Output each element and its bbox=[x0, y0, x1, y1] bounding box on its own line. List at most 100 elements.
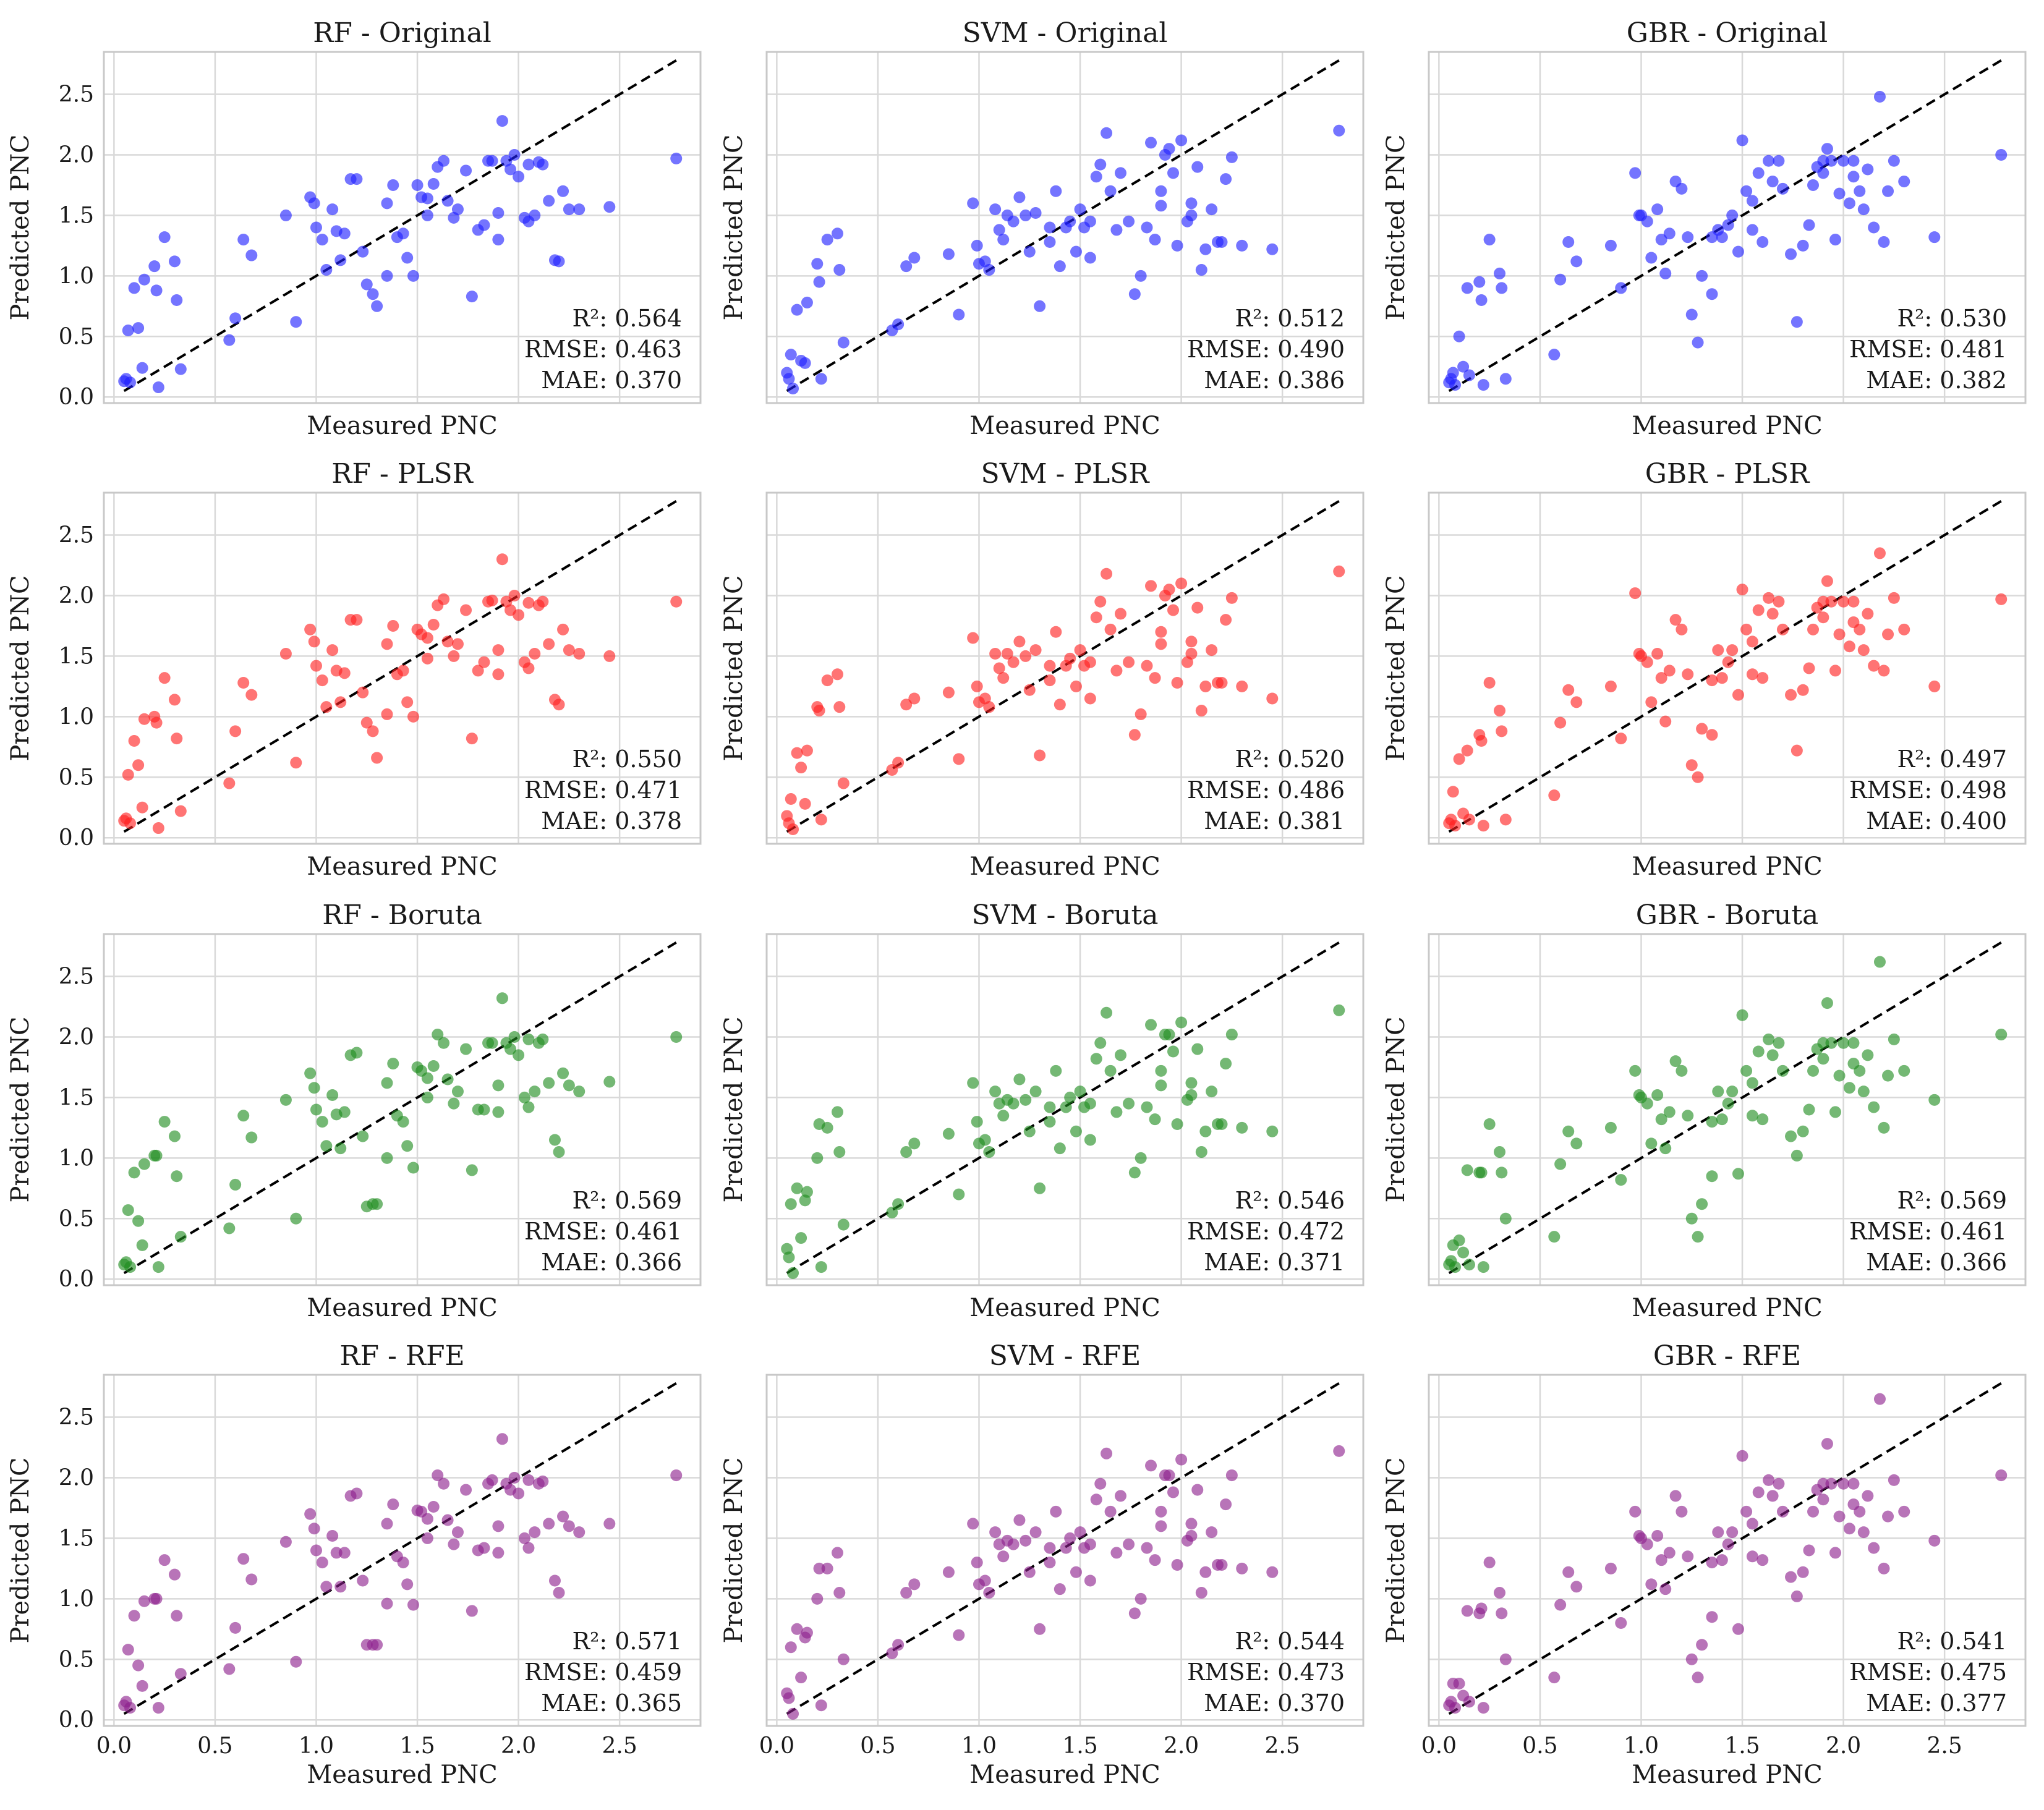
data-point bbox=[1898, 1064, 1910, 1077]
data-point bbox=[1716, 231, 1728, 244]
data-point bbox=[1001, 647, 1013, 660]
data-point bbox=[670, 152, 683, 164]
y-axis-label: Predicted PNC bbox=[6, 575, 35, 761]
data-point bbox=[124, 1702, 137, 1714]
data-point bbox=[478, 656, 490, 668]
data-point bbox=[1663, 227, 1676, 240]
data-point bbox=[1499, 1653, 1512, 1665]
data-point bbox=[1825, 1477, 1837, 1490]
metric-mae: MAE: 0.377 bbox=[1866, 1689, 2007, 1717]
data-point bbox=[1084, 656, 1096, 668]
data-point bbox=[1736, 134, 1748, 147]
data-point bbox=[138, 1158, 150, 1170]
data-point bbox=[1101, 567, 1113, 580]
data-point bbox=[432, 1029, 444, 1041]
data-point bbox=[548, 1574, 561, 1587]
data-point bbox=[1803, 662, 1815, 674]
data-point bbox=[1090, 171, 1102, 183]
data-point bbox=[460, 164, 472, 177]
plot-frame bbox=[103, 933, 702, 1286]
data-point bbox=[1060, 1101, 1072, 1113]
data-point bbox=[821, 1121, 833, 1134]
data-point bbox=[304, 1067, 317, 1079]
data-point bbox=[229, 725, 242, 737]
data-point bbox=[334, 254, 347, 266]
data-point bbox=[1548, 1672, 1561, 1684]
data-point bbox=[993, 224, 1005, 236]
data-point bbox=[1821, 1438, 1833, 1450]
data-point bbox=[351, 1047, 363, 1059]
data-point bbox=[1995, 1029, 2008, 1041]
data-point bbox=[1449, 1261, 1462, 1273]
data-point bbox=[168, 255, 181, 268]
data-point bbox=[492, 1547, 505, 1559]
data-point bbox=[1114, 1049, 1126, 1061]
data-point bbox=[1570, 1137, 1583, 1150]
data-point bbox=[1034, 1623, 1046, 1635]
data-point bbox=[1483, 234, 1496, 246]
data-point bbox=[997, 1110, 1010, 1122]
data-point bbox=[1044, 660, 1056, 672]
data-point bbox=[1757, 672, 1769, 684]
data-point bbox=[967, 197, 979, 210]
data-point bbox=[1873, 547, 1886, 559]
data-point bbox=[448, 650, 460, 662]
data-point bbox=[371, 300, 383, 312]
data-point bbox=[1663, 665, 1676, 677]
metric-r2: R²: 0.571 bbox=[572, 1628, 682, 1655]
plot-frame bbox=[103, 51, 702, 404]
data-point bbox=[1736, 1009, 1748, 1021]
data-point bbox=[316, 1116, 328, 1128]
x-tick-label: 0.0 bbox=[96, 1733, 132, 1759]
data-point bbox=[427, 1500, 440, 1513]
data-point bbox=[1171, 1559, 1183, 1571]
data-point bbox=[785, 1641, 797, 1654]
data-point bbox=[1266, 1566, 1279, 1578]
data-point bbox=[1817, 1477, 1829, 1490]
plot-frame bbox=[765, 933, 1365, 1286]
data-point bbox=[1104, 1505, 1117, 1518]
data-point bbox=[997, 234, 1010, 246]
data-point bbox=[279, 647, 292, 660]
data-point bbox=[1837, 155, 1850, 167]
data-point bbox=[1873, 1393, 1886, 1405]
data-point bbox=[1682, 231, 1694, 244]
data-point bbox=[1123, 1538, 1135, 1550]
data-point bbox=[1791, 1149, 1803, 1162]
data-point bbox=[508, 148, 521, 161]
data-point bbox=[573, 1086, 586, 1098]
data-point bbox=[1163, 143, 1175, 155]
data-point bbox=[1493, 705, 1505, 717]
data-point bbox=[421, 1072, 433, 1084]
data-point bbox=[152, 381, 164, 394]
data-point bbox=[1473, 276, 1486, 288]
data-point bbox=[1020, 1094, 1032, 1106]
metric-mae: MAE: 0.400 bbox=[1866, 807, 2007, 835]
data-point bbox=[783, 373, 795, 385]
data-point bbox=[427, 177, 440, 190]
points-group bbox=[118, 553, 683, 835]
data-point bbox=[466, 1164, 478, 1176]
data-point bbox=[1797, 1566, 1809, 1578]
data-point bbox=[1044, 1101, 1056, 1113]
data-point bbox=[1847, 1037, 1860, 1049]
data-point bbox=[1817, 155, 1829, 167]
data-point bbox=[1757, 1113, 1769, 1126]
data-point bbox=[1493, 1146, 1505, 1158]
data-point bbox=[1763, 1474, 1775, 1486]
data-point bbox=[1135, 708, 1147, 720]
data-point bbox=[466, 291, 478, 303]
data-point bbox=[1641, 656, 1653, 668]
data-point bbox=[1757, 236, 1769, 249]
data-point bbox=[1604, 680, 1617, 692]
y-tick-label: 0.5 bbox=[59, 765, 94, 790]
data-point bbox=[1167, 1486, 1180, 1498]
data-point bbox=[407, 270, 419, 282]
x-tick-label: 2.5 bbox=[1927, 1733, 1962, 1759]
y-axis-label: Predicted PNC bbox=[720, 134, 748, 320]
data-point bbox=[492, 668, 505, 681]
data-point bbox=[815, 814, 827, 826]
subplot-gbr-original: GBR - Original Measured PNC Predicted PNC R… bbox=[1382, 17, 2027, 440]
data-point bbox=[223, 1663, 236, 1675]
data-point bbox=[1206, 1526, 1218, 1539]
